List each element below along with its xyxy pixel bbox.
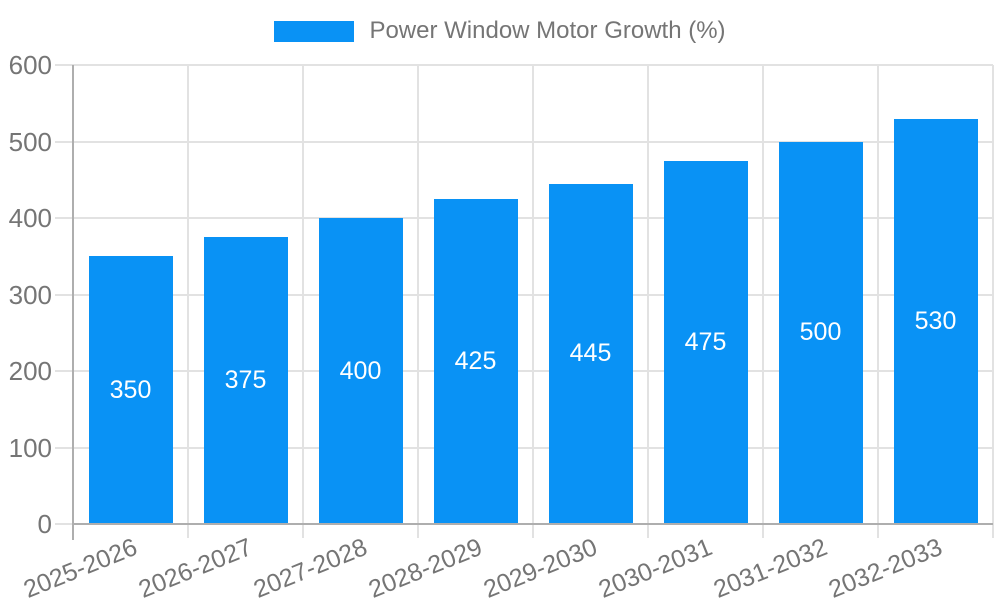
bar-value-label: 400 [339, 356, 382, 385]
v-gridline [992, 65, 994, 524]
x-axis-tick [417, 524, 419, 538]
bar-value-label: 500 [799, 318, 842, 347]
y-axis-label: 300 [8, 279, 52, 310]
x-axis-line [73, 523, 993, 525]
x-axis-tick [302, 524, 304, 538]
bar-value-label: 350 [109, 375, 152, 404]
bar-value-label: 475 [684, 327, 727, 356]
bar-value-label: 530 [914, 306, 957, 335]
x-axis-tick [187, 524, 189, 538]
v-gridline [762, 65, 764, 524]
y-axis-label: 0 [37, 509, 52, 539]
bar: 375 [203, 237, 288, 524]
v-gridline [302, 65, 304, 524]
bar-value-label: 425 [454, 346, 497, 375]
y-axis-tick [55, 523, 73, 525]
x-axis-tick [877, 524, 879, 538]
y-axis-label: 400 [8, 203, 52, 233]
bar: 400 [318, 218, 403, 524]
h-gridline [55, 64, 993, 66]
y-axis-line [72, 65, 74, 540]
h-gridline [55, 446, 993, 449]
h-gridline [55, 140, 993, 143]
v-gridline [187, 65, 189, 524]
y-axis-label: 600 [8, 50, 52, 80]
x-axis-tick [762, 524, 764, 538]
y-axis-label: 200 [8, 356, 52, 386]
v-gridline [877, 65, 879, 524]
bar: 350 [88, 256, 173, 524]
h-gridline [55, 370, 993, 372]
v-gridline [532, 65, 534, 524]
x-axis-tick [647, 524, 649, 538]
bar-value-label: 445 [569, 339, 612, 368]
h-gridline [55, 293, 993, 296]
v-gridline [417, 65, 419, 524]
bar: 500 [778, 141, 863, 524]
bar: 530 [893, 118, 978, 524]
bar: 475 [663, 160, 748, 524]
y-axis-label: 500 [8, 126, 52, 157]
legend-label: Power Window Motor Growth (%) [369, 17, 726, 44]
x-axis-tick [532, 524, 534, 538]
x-axis-tick [992, 524, 994, 538]
bar: 445 [548, 183, 633, 524]
legend: Power Window Motor Growth (%) [0, 17, 1000, 45]
bar-value-label: 375 [224, 366, 267, 395]
legend-swatch [274, 20, 355, 42]
v-gridline [647, 65, 649, 524]
h-gridline [55, 217, 993, 219]
bar: 425 [433, 198, 518, 524]
y-axis-label: 100 [8, 432, 52, 463]
